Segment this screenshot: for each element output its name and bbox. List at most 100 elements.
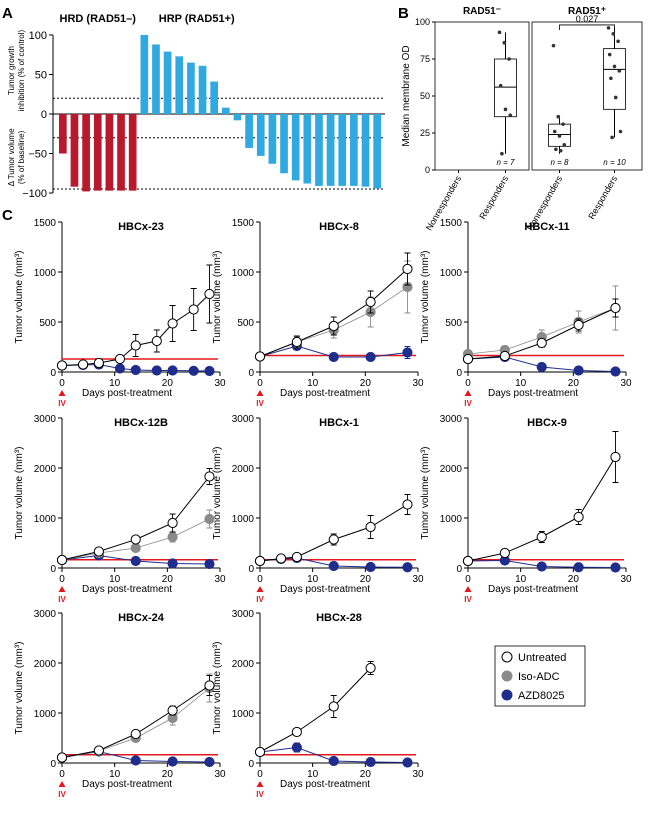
subplot-hbcx-12b: HBCx-12B 0 1000 2000 3000 0 10 20 30 Days post-tr… [14, 414, 226, 604]
y-tick-label: 2000 [232, 464, 255, 475]
x-tick-label: 10 [307, 574, 319, 585]
azd-marker [610, 366, 621, 377]
untreated-marker [130, 340, 141, 351]
azd-marker [291, 742, 302, 753]
y-tick-label: 2000 [34, 659, 57, 670]
y-tick-label: 3000 [34, 414, 57, 425]
untreated-marker [114, 353, 126, 365]
azd-marker [365, 351, 376, 363]
y-label-top: Tumor growth [7, 46, 16, 95]
y-tick-label: 0 [248, 759, 254, 770]
x-tick-label: 0 [257, 574, 263, 585]
y-tick-label: 1000 [34, 268, 57, 279]
y-tick-label: 1000 [440, 514, 463, 525]
hrp-bar [361, 114, 370, 187]
y-tick-label: 25 [420, 128, 430, 138]
data-point [558, 148, 563, 153]
azd-marker [365, 561, 376, 573]
hrp-bar [338, 114, 347, 186]
x-tick-label: 10 [109, 769, 121, 780]
y-tick-label: 1000 [34, 709, 57, 720]
x-tick-label: 10 [515, 574, 527, 585]
untreated-marker [291, 551, 302, 563]
hrd-bar [58, 114, 67, 154]
legend: Untreated Iso-ADC AZD8025 [494, 645, 586, 707]
y-axis-label: Tumor volume (mm³) [420, 251, 431, 344]
facet-title: RAD51⁻ [463, 6, 501, 17]
data-point [551, 43, 556, 48]
subplot-title: HBCx-9 [527, 417, 567, 429]
y-tick-label: 500 [445, 318, 462, 329]
data-point [609, 76, 613, 81]
data-point [498, 83, 503, 88]
azd-marker [536, 561, 547, 572]
x-axis-label: Days post-treatment [488, 388, 578, 399]
azd-marker [130, 555, 141, 567]
y-tick-label: 1000 [232, 268, 255, 279]
y-axis-label: Median membrane OD [401, 45, 412, 146]
x-tick-label: 0 [59, 574, 65, 585]
untreated-marker [130, 728, 141, 740]
x-tick-label: 0 [257, 769, 263, 780]
x-tick-label: 20 [360, 769, 372, 780]
untreated-marker [93, 357, 104, 369]
untreated-marker [610, 451, 621, 463]
legend-label: Untreated [518, 652, 566, 664]
hrp-bar [256, 114, 265, 156]
y-tick-label: 0 [248, 368, 254, 379]
untreated-marker [462, 353, 474, 365]
iso-marker [204, 513, 215, 525]
untreated-marker [536, 531, 547, 543]
iv-marker-icon [256, 586, 264, 592]
y-label-bottom: (% of baseline) [17, 130, 26, 184]
y-tick-label: 1500 [440, 218, 463, 229]
hrp-bar [140, 35, 149, 114]
untreated-marker [462, 555, 474, 567]
hrd-bar [105, 114, 114, 191]
x-tick-label: 20 [568, 378, 580, 389]
azd-marker [573, 562, 584, 573]
x-tick-label: 30 [412, 769, 424, 780]
untreated-marker [167, 705, 178, 716]
subplot-hbcx-11: HBCx-11 0 500 1000 1500 0 10 20 30 Days post-trea… [420, 218, 632, 408]
hrd-bar [82, 114, 90, 192]
iv-marker-icon [256, 390, 264, 396]
untreated-marker [275, 553, 287, 564]
x-axis-label: Days post-treatment [82, 584, 172, 595]
facet-frame [531, 21, 643, 171]
y-tick-label: 500 [237, 318, 254, 329]
azd-marker [188, 365, 199, 376]
p-value: 0.027 [576, 14, 599, 24]
hrp-bar [350, 114, 358, 186]
iv-label: IV [464, 595, 472, 604]
hrp-group-title: HRP (RAD51+) [159, 13, 235, 25]
y-axis-label: Tumor volume (mm³) [14, 251, 25, 344]
subplot-title: HBCx-12B [114, 417, 168, 429]
x-category-label: Responders [477, 174, 510, 221]
y-tick-label: 50 [35, 70, 47, 82]
hrp-bar [233, 114, 242, 121]
box [494, 58, 517, 118]
x-category-label: Responders [586, 174, 619, 221]
hrp-bar [315, 114, 323, 186]
iv-label: IV [256, 399, 264, 408]
azd-marker [114, 363, 126, 374]
hrp-bar [221, 107, 230, 114]
iv-label: IV [464, 399, 472, 408]
hrp-bar [245, 114, 253, 148]
panel-label-a: A [2, 5, 13, 22]
untreated-marker [204, 680, 215, 691]
x-tick-label: 20 [360, 574, 372, 585]
untreated-line [259, 268, 408, 357]
x-tick-label: 30 [620, 378, 632, 389]
data-point [561, 122, 565, 126]
hrp-bar [326, 114, 335, 186]
y-axis-label: Tumor volume (mm³) [212, 251, 223, 344]
y-tick-label: 100 [29, 30, 47, 42]
untreated-marker [56, 752, 68, 763]
untreated-marker [365, 296, 376, 308]
y-axis-label: Tumor volume (mm³) [212, 447, 223, 540]
azd-marker [610, 562, 621, 573]
data-point [556, 114, 561, 119]
